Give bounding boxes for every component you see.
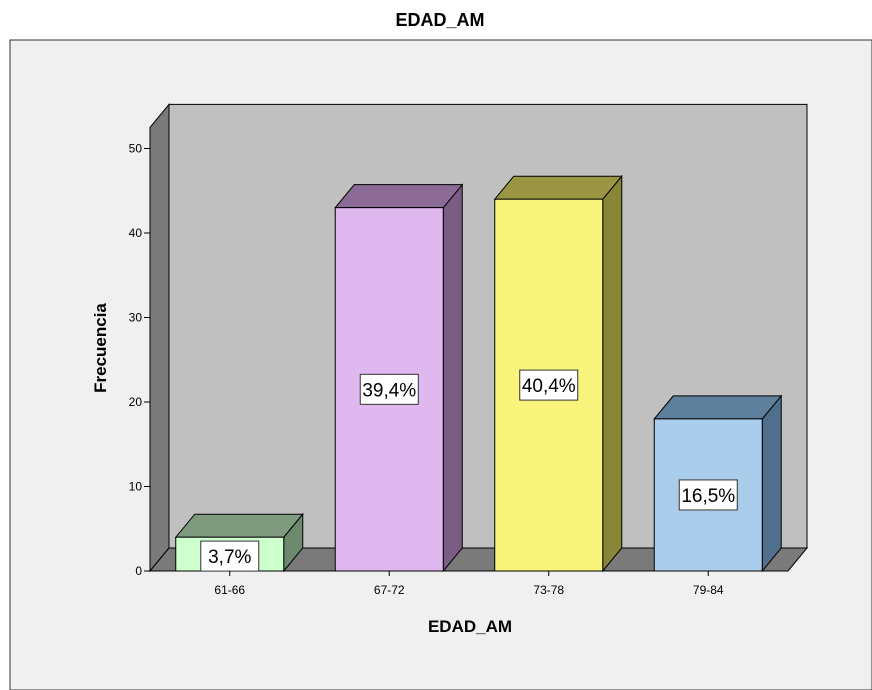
data-label: 39,4% xyxy=(362,380,416,401)
x-tick-label: 73-78 xyxy=(533,583,564,597)
bar-top xyxy=(174,513,304,538)
data-label-box xyxy=(519,369,579,401)
bar-67-72: 39,4% xyxy=(334,183,464,573)
bars-group: 3,7% 39,4% 40,4% 16,5% xyxy=(174,174,783,573)
y-axis-label: Frecuencia xyxy=(91,303,110,393)
data-label: 16,5% xyxy=(681,486,735,507)
data-label: 40,4% xyxy=(522,376,576,397)
data-label-box xyxy=(678,479,738,511)
x-tick-label: 79-84 xyxy=(693,583,724,597)
y-tick-label: 30 xyxy=(129,311,143,325)
x-axis-ticks: 61-66 67-72 73-78 79-84 xyxy=(214,571,724,597)
data-label-box xyxy=(200,540,260,572)
y-tick-label: 0 xyxy=(135,564,142,578)
bar-side xyxy=(602,174,623,573)
y-axis: 0 10 20 30 40 50 xyxy=(129,127,151,578)
y-tick-label: 50 xyxy=(129,142,143,156)
bar-top xyxy=(334,184,464,209)
bar-side xyxy=(761,394,782,573)
y-tick-label: 10 xyxy=(129,480,143,494)
bar-61-66: 3,7% xyxy=(174,512,304,573)
data-label: 3,7% xyxy=(208,547,251,568)
bar-top xyxy=(493,175,623,200)
x-axis-label: EDAD_AM xyxy=(428,617,512,636)
bar-73-78: 40,4% xyxy=(493,174,623,573)
data-label-box xyxy=(359,373,419,405)
bar-top xyxy=(653,395,783,420)
x-tick-label: 67-72 xyxy=(374,583,405,597)
y-tick-label: 20 xyxy=(129,395,143,409)
chart-title: EDAD_AM xyxy=(395,10,484,30)
bar-79-84: 16,5% xyxy=(653,394,783,573)
chart-walls xyxy=(148,102,809,573)
x-tick-label: 61-66 xyxy=(214,583,245,597)
y-tick-label: 40 xyxy=(129,226,143,240)
left-wall xyxy=(149,102,170,573)
bar-side xyxy=(442,183,463,573)
